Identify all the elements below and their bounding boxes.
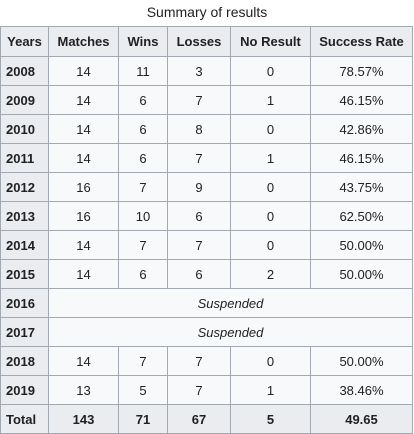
success-rate-cell: 46.15%	[310, 143, 413, 173]
success-rate-cell: 62.50%	[310, 201, 413, 231]
matches-cell: 14	[48, 259, 119, 289]
success-rate-cell: 50.00%	[310, 346, 413, 376]
year-cell: 2008	[0, 56, 49, 86]
matches-cell: 16	[48, 172, 119, 202]
table-caption: Summary of results	[146, 4, 268, 20]
table-row: 2014 14 7 7 0 50.00%	[0, 230, 413, 260]
matches-cell: 13	[48, 375, 119, 405]
total-no-result: 5	[230, 404, 311, 434]
total-label: Total	[0, 404, 49, 434]
wins-cell: 5	[118, 375, 168, 405]
losses-cell: 7	[167, 230, 231, 260]
success-rate-cell: 43.75%	[310, 172, 413, 202]
losses-cell: 6	[167, 201, 231, 231]
wins-cell: 6	[118, 143, 168, 173]
header-success-rate: Success Rate	[310, 26, 413, 57]
header-matches: Matches	[48, 26, 119, 57]
year-cell: 2019	[0, 375, 49, 405]
table-row-suspended: 2016 Suspended	[0, 288, 413, 318]
no-result-cell: 0	[230, 201, 311, 231]
losses-cell: 7	[167, 85, 231, 115]
year-cell: 2014	[0, 230, 49, 260]
table-row: 2012 16 7 9 0 43.75%	[0, 172, 413, 202]
no-result-cell: 0	[230, 56, 311, 86]
table-row: 2015 14 6 6 2 50.00%	[0, 259, 413, 289]
header-row: Years Matches Wins Losses No Result Succ…	[0, 26, 413, 57]
suspended-cell: Suspended	[48, 288, 413, 318]
matches-cell: 14	[48, 143, 119, 173]
year-cell: 2013	[0, 201, 49, 231]
total-losses: 67	[167, 404, 231, 434]
losses-cell: 8	[167, 114, 231, 144]
wins-cell: 6	[118, 114, 168, 144]
no-result-cell: 1	[230, 143, 311, 173]
wins-cell: 10	[118, 201, 168, 231]
matches-cell: 14	[48, 346, 119, 376]
losses-cell: 9	[167, 172, 231, 202]
losses-cell: 7	[167, 346, 231, 376]
wins-cell: 7	[118, 172, 168, 202]
table-row: 2011 14 6 7 1 46.15%	[0, 143, 413, 173]
wins-cell: 6	[118, 85, 168, 115]
year-cell: 2017	[0, 317, 49, 347]
total-row: Total 143 71 67 5 49.65	[0, 404, 413, 434]
header-wins: Wins	[118, 26, 168, 57]
no-result-cell: 2	[230, 259, 311, 289]
year-cell: 2010	[0, 114, 49, 144]
year-cell: 2012	[0, 172, 49, 202]
header-no-result: No Result	[230, 26, 311, 57]
total-success-rate: 49.65	[310, 404, 413, 434]
total-matches: 143	[48, 404, 119, 434]
suspended-cell: Suspended	[48, 317, 413, 347]
header-losses: Losses	[167, 26, 231, 57]
table-row: 2018 14 7 7 0 50.00%	[0, 346, 413, 376]
results-table: Years Matches Wins Losses No Result Succ…	[0, 26, 413, 434]
year-cell: 2011	[0, 143, 49, 173]
matches-cell: 14	[48, 85, 119, 115]
wins-cell: 7	[118, 346, 168, 376]
losses-cell: 3	[167, 56, 231, 86]
year-cell: 2016	[0, 288, 49, 318]
losses-cell: 6	[167, 259, 231, 289]
success-rate-cell: 50.00%	[310, 230, 413, 260]
losses-cell: 7	[167, 143, 231, 173]
success-rate-cell: 38.46%	[310, 375, 413, 405]
wins-cell: 6	[118, 259, 168, 289]
success-rate-cell: 42.86%	[310, 114, 413, 144]
total-wins: 71	[118, 404, 168, 434]
no-result-cell: 0	[230, 172, 311, 202]
year-cell: 2009	[0, 85, 49, 115]
success-rate-cell: 78.57%	[310, 56, 413, 86]
year-cell: 2015	[0, 259, 49, 289]
table-row: 2008 14 11 3 0 78.57%	[0, 56, 413, 86]
matches-cell: 16	[48, 201, 119, 231]
no-result-cell: 0	[230, 230, 311, 260]
success-rate-cell: 50.00%	[310, 259, 413, 289]
matches-cell: 14	[48, 230, 119, 260]
year-cell: 2018	[0, 346, 49, 376]
no-result-cell: 1	[230, 85, 311, 115]
table-row-suspended: 2017 Suspended	[0, 317, 413, 347]
losses-cell: 7	[167, 375, 231, 405]
table-row: 2010 14 6 8 0 42.86%	[0, 114, 413, 144]
table-row: 2009 14 6 7 1 46.15%	[0, 85, 413, 115]
matches-cell: 14	[48, 114, 119, 144]
wins-cell: 7	[118, 230, 168, 260]
success-rate-cell: 46.15%	[310, 85, 413, 115]
no-result-cell: 0	[230, 346, 311, 376]
wins-cell: 11	[118, 56, 168, 86]
matches-cell: 14	[48, 56, 119, 86]
no-result-cell: 0	[230, 114, 311, 144]
table-row: 2019 13 5 7 1 38.46%	[0, 375, 413, 405]
no-result-cell: 1	[230, 375, 311, 405]
header-years: Years	[0, 26, 49, 57]
table-row: 2013 16 10 6 0 62.50%	[0, 201, 413, 231]
